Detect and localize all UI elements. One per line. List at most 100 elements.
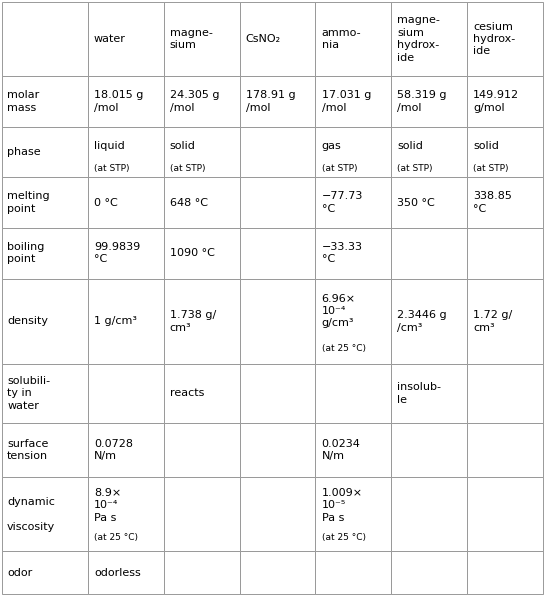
Text: 149.912
g/mol: 149.912 g/mol	[473, 90, 519, 113]
Text: 58.319 g
/mol: 58.319 g /mol	[397, 90, 447, 113]
Text: reacts: reacts	[170, 389, 204, 398]
Bar	[391, 76, 467, 126]
Text: phase: phase	[7, 147, 41, 157]
Bar	[467, 477, 543, 551]
Text: −33.33
°C: −33.33 °C	[322, 242, 362, 265]
Bar	[240, 477, 316, 551]
Text: odorless: odorless	[94, 567, 141, 578]
Bar	[316, 177, 391, 228]
Bar	[240, 177, 316, 228]
Bar	[88, 126, 164, 177]
Bar	[240, 228, 316, 278]
Bar	[467, 2, 543, 76]
Bar	[88, 177, 164, 228]
Bar	[88, 2, 164, 76]
Text: (at STP): (at STP)	[170, 164, 205, 173]
Text: melting
point: melting point	[7, 191, 50, 214]
Text: 8.9×
10⁻⁴
Pa s: 8.9× 10⁻⁴ Pa s	[94, 488, 121, 523]
Bar	[88, 551, 164, 594]
Text: 6.96×
10⁻⁴
g/cm³: 6.96× 10⁻⁴ g/cm³	[322, 294, 356, 328]
Bar	[240, 423, 316, 477]
Bar	[164, 126, 240, 177]
Bar	[391, 423, 467, 477]
Bar	[391, 364, 467, 423]
Bar	[467, 364, 543, 423]
Bar	[2, 477, 88, 551]
Text: (at STP): (at STP)	[94, 164, 130, 173]
Bar	[467, 423, 543, 477]
Bar	[391, 551, 467, 594]
Bar	[316, 126, 391, 177]
Text: (at 25 °C): (at 25 °C)	[322, 344, 366, 353]
Bar	[316, 76, 391, 126]
Bar	[467, 278, 543, 364]
Bar	[2, 177, 88, 228]
Bar	[2, 278, 88, 364]
Text: 1090 °C: 1090 °C	[170, 248, 215, 258]
Text: 1.72 g/
cm³: 1.72 g/ cm³	[473, 310, 512, 333]
Bar	[164, 551, 240, 594]
Bar	[164, 364, 240, 423]
Bar	[2, 228, 88, 278]
Bar	[2, 423, 88, 477]
Text: 178.91 g
/mol: 178.91 g /mol	[246, 90, 295, 113]
Text: solid: solid	[473, 141, 499, 151]
Text: 24.305 g
/mol: 24.305 g /mol	[170, 90, 219, 113]
Bar	[240, 551, 316, 594]
Text: 338.85
°C: 338.85 °C	[473, 191, 512, 214]
Text: surface
tension: surface tension	[7, 439, 49, 461]
Text: 350 °C: 350 °C	[397, 198, 435, 207]
Text: magne-
sium: magne- sium	[170, 28, 213, 50]
Bar	[391, 477, 467, 551]
Bar	[2, 126, 88, 177]
Text: (at STP): (at STP)	[397, 164, 433, 173]
Text: 2.3446 g
/cm³: 2.3446 g /cm³	[397, 310, 447, 333]
Text: solid: solid	[397, 141, 423, 151]
Text: (at STP): (at STP)	[473, 164, 508, 173]
Bar	[88, 477, 164, 551]
Bar	[164, 477, 240, 551]
Text: 1 g/cm³: 1 g/cm³	[94, 316, 137, 327]
Text: odor: odor	[7, 567, 32, 578]
Bar	[88, 228, 164, 278]
Bar	[164, 177, 240, 228]
Bar	[240, 278, 316, 364]
Text: 99.9839
°C: 99.9839 °C	[94, 242, 140, 265]
Bar	[316, 551, 391, 594]
Text: molar
mass: molar mass	[7, 90, 39, 113]
Text: solubili-
ty in
water: solubili- ty in water	[7, 376, 50, 411]
Bar	[2, 76, 88, 126]
Text: 0.0728
N/m: 0.0728 N/m	[94, 439, 133, 461]
Bar	[316, 2, 391, 76]
Bar	[164, 423, 240, 477]
Bar	[2, 364, 88, 423]
Bar	[240, 76, 316, 126]
Bar	[88, 76, 164, 126]
Bar	[164, 278, 240, 364]
Bar	[88, 423, 164, 477]
Text: (at 25 °C): (at 25 °C)	[94, 533, 138, 542]
Bar	[391, 126, 467, 177]
Text: cesium
hydrox-
ide: cesium hydrox- ide	[473, 21, 516, 57]
Text: magne-
sium
hydrox-
ide: magne- sium hydrox- ide	[397, 15, 440, 63]
Bar	[467, 126, 543, 177]
Bar	[164, 228, 240, 278]
Text: solid: solid	[170, 141, 196, 151]
Bar	[88, 364, 164, 423]
Bar	[467, 228, 543, 278]
Bar	[467, 551, 543, 594]
Text: 1.009×
10⁻⁵
Pa s: 1.009× 10⁻⁵ Pa s	[322, 488, 362, 523]
Bar	[240, 364, 316, 423]
Bar	[240, 126, 316, 177]
Text: insolub-
le: insolub- le	[397, 382, 441, 405]
Bar	[316, 423, 391, 477]
Text: liquid: liquid	[94, 141, 125, 151]
Bar	[391, 228, 467, 278]
Text: 0 °C: 0 °C	[94, 198, 118, 207]
Bar	[164, 2, 240, 76]
Bar	[467, 177, 543, 228]
Text: gas: gas	[322, 141, 341, 151]
Text: water: water	[94, 34, 126, 44]
Text: dynamic

viscosity: dynamic viscosity	[7, 496, 56, 532]
Text: ammo-
nia: ammo- nia	[322, 28, 361, 50]
